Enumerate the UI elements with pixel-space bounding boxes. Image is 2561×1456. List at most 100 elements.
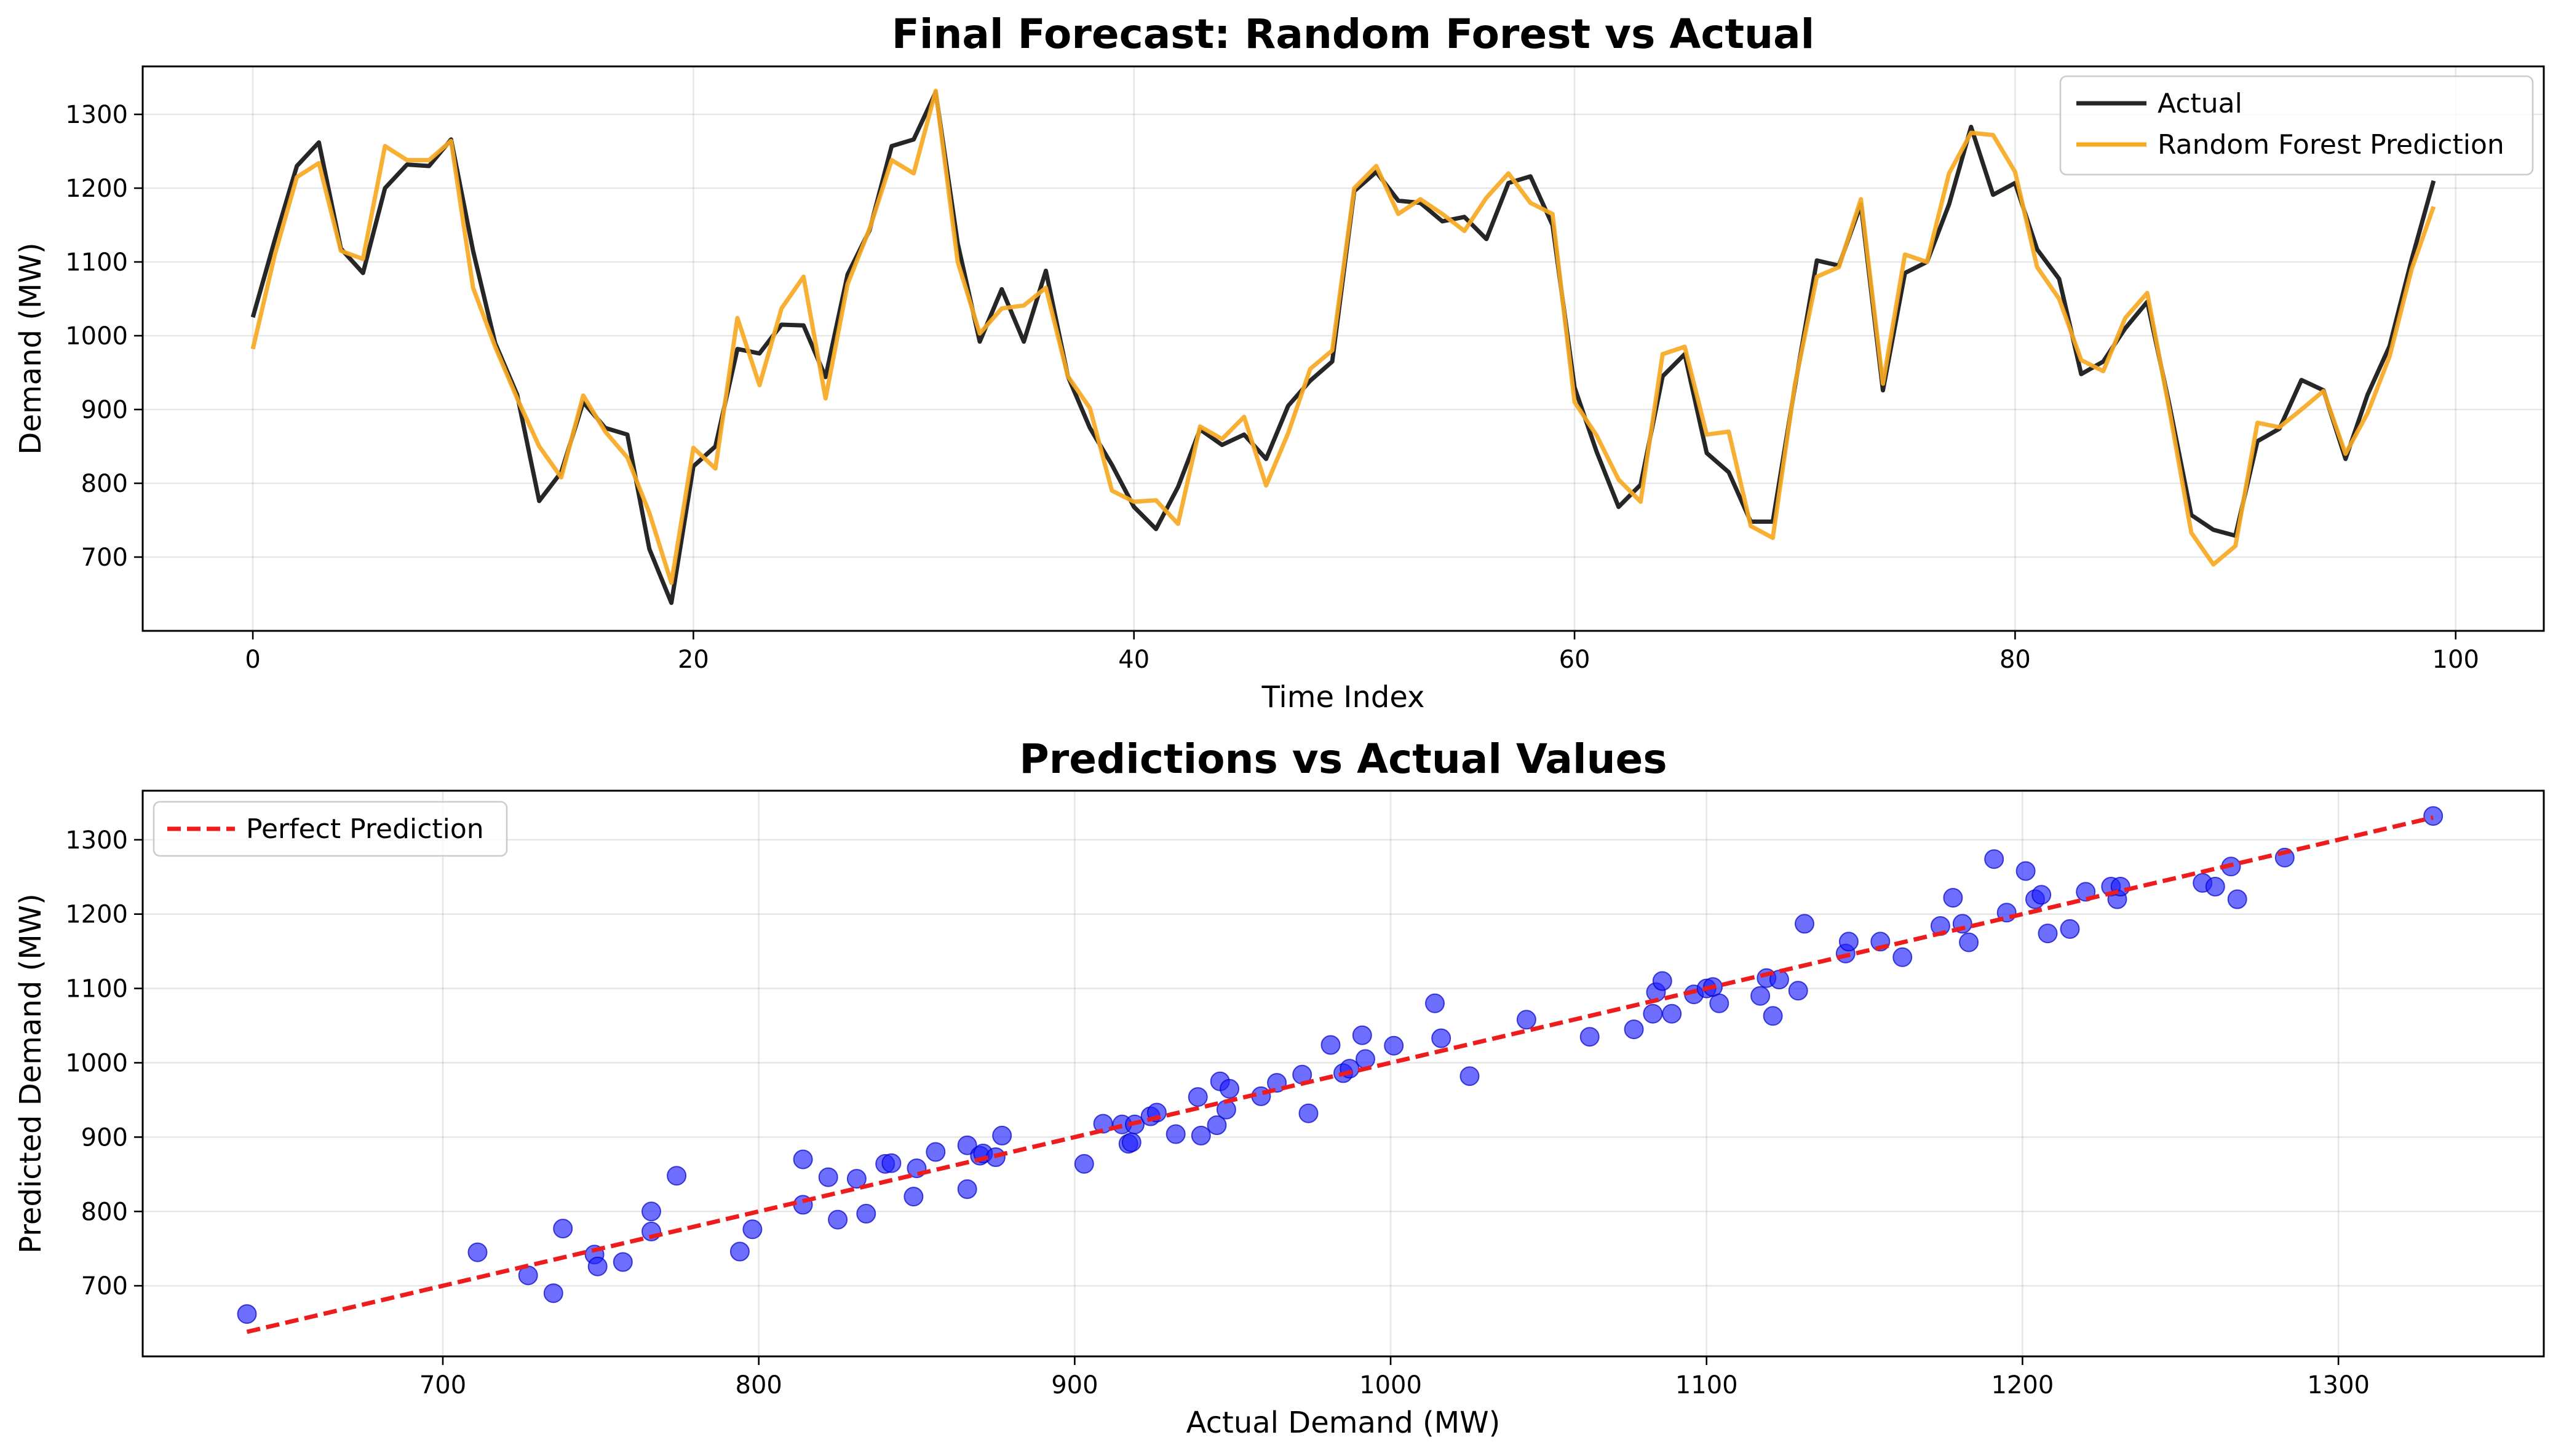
scatter-point (237, 1304, 257, 1324)
line-chart-ytick-label: 1300 (65, 101, 128, 129)
line-chart-ylabel: Demand (MW) (14, 242, 48, 454)
scatter-chart-xtick-label: 1000 (1359, 1371, 1422, 1399)
line-chart-xtick-label: 0 (245, 646, 260, 674)
legend-label-perfect-prediction: Perfect Prediction (246, 813, 484, 845)
line-chart-xtick-label: 40 (1118, 646, 1149, 674)
scatter-chart-xtick-label: 1300 (2307, 1371, 2370, 1399)
scatter-point (742, 1219, 763, 1240)
scatter-point (1121, 1132, 1142, 1152)
line-chart-ytick-label: 800 (81, 470, 128, 498)
scatter-point (881, 1153, 902, 1173)
scatter-point (926, 1142, 946, 1162)
scatter-point (613, 1252, 633, 1272)
legend-box (2059, 75, 2534, 176)
scatter-point (828, 1209, 848, 1230)
scatter-point (467, 1242, 488, 1262)
scatter-chart-ytick-label: 800 (81, 1198, 128, 1226)
line-chart-ytick-label: 1100 (65, 248, 128, 277)
scatter-chart-marks (237, 806, 2444, 1334)
line-chart-frame (141, 65, 2545, 632)
scatter-point (1425, 993, 1445, 1013)
scatter-point (1579, 1027, 1600, 1047)
scatter-point (641, 1201, 661, 1222)
scatter-point (1207, 1115, 1227, 1135)
scatter-chart-ytick-label: 900 (81, 1123, 128, 1152)
scatter-point (1220, 1078, 1240, 1099)
scatter-point (2205, 877, 2225, 896)
scatter-chart-ticks: 700 800 900 1000 1100 1200 1300 700 800 900 1000 11… (65, 826, 2370, 1399)
scatter-chart-xlabel: Actual Demand (MW) (1186, 1406, 1501, 1440)
legend-box (153, 801, 508, 857)
perfect-prediction-line (246, 815, 2434, 1334)
scatter-point (1384, 1035, 1404, 1056)
scatter-chart-grid (143, 791, 2544, 1356)
scatter-chart-xtick-label: 1100 (1675, 1371, 1738, 1399)
line-chart-xlabel: Time Index (1261, 680, 1425, 714)
scatter-point (2227, 889, 2247, 909)
scatter-point (2060, 919, 2080, 939)
line-chart-series (250, 89, 2436, 605)
line-chart-title: Final Forecast: Random Forest vs Actual (892, 10, 1815, 58)
scatter-chart-frame (141, 789, 2545, 1358)
scatter-point (856, 1203, 876, 1224)
scatter-chart-ytick-label: 1300 (65, 826, 128, 855)
scatter-point (1320, 1035, 1341, 1055)
line-chart-ytick-label: 900 (81, 396, 128, 424)
scatter-point (1652, 971, 1672, 991)
scatter-point (793, 1149, 813, 1169)
scatter-point (2031, 885, 2052, 905)
line-chart-xtick-label: 100 (2432, 646, 2479, 674)
scatter-point (1191, 1125, 1211, 1145)
scatter-point (1709, 993, 1729, 1013)
scatter-chart-ylabel: Predicted Demand (MW) (14, 893, 48, 1254)
scatter-chart-ytick-label: 700 (81, 1272, 128, 1300)
scatter-point (1750, 986, 1771, 1006)
line-chart-ytick-label: 1200 (65, 175, 128, 203)
scatter-point (1943, 888, 1963, 908)
scatter-point (729, 1241, 750, 1262)
line-chart-ytick-label: 700 (81, 544, 128, 572)
line-chart-ticks: 0 20 40 60 80 100 700 800 900 1000 1100 1200 1300 (65, 101, 2479, 674)
scatter-point (1074, 1153, 1094, 1174)
scatter-point (957, 1179, 977, 1199)
scatter-point (1769, 970, 1789, 990)
scatter-point (903, 1187, 924, 1207)
scatter-chart-xtick-label: 700 (419, 1371, 466, 1399)
scatter-point (2015, 861, 2036, 881)
scatter-point (818, 1167, 838, 1187)
scatter-chart-xtick-label: 900 (1051, 1371, 1098, 1399)
scatter-point (1838, 932, 1859, 952)
scatter-point (587, 1256, 608, 1276)
scatter-point (1984, 849, 2004, 869)
scatter-chart-panel: Predictions vs Actual Values 700 800 900 10… (14, 735, 2545, 1440)
scatter-point (1643, 1003, 1663, 1024)
series-line-prediction (250, 89, 2436, 585)
scatter-chart-ytick-label: 1000 (65, 1049, 128, 1077)
scatter-point (1356, 1049, 1375, 1069)
scatter-point (1459, 1066, 1480, 1086)
scatter-chart-legend: Perfect Prediction (153, 801, 508, 857)
legend-label-prediction: Random Forest Prediction (2158, 129, 2504, 160)
scatter-point (1188, 1087, 1208, 1107)
scatter-chart-title: Predictions vs Actual Values (1019, 735, 1667, 783)
scatter-chart-xtick-label: 1200 (1991, 1371, 2054, 1399)
line-chart-xtick-label: 20 (678, 646, 709, 674)
scatter-chart-ytick-label: 1100 (65, 975, 128, 1003)
scatter-point (1431, 1028, 1451, 1048)
scatter-point (1795, 914, 1814, 934)
scatter-point (543, 1283, 563, 1304)
scatter-point (1298, 1103, 1319, 1123)
scatter-point (1892, 947, 1913, 967)
scatter-point (1624, 1019, 1644, 1040)
scatter-chart-ytick-label: 1200 (65, 901, 128, 929)
scatter-point (1959, 932, 1979, 952)
line-chart-ytick-label: 1000 (65, 322, 128, 350)
scatter-point (1763, 1006, 1783, 1026)
scatter-point (667, 1166, 687, 1186)
scatter-point (553, 1219, 573, 1239)
scatter-point (846, 1169, 867, 1189)
scatter-chart-xtick-label: 800 (736, 1371, 782, 1399)
line-chart-legend: Actual Random Forest Prediction (2059, 75, 2534, 176)
legend-label-actual: Actual (2158, 88, 2242, 119)
